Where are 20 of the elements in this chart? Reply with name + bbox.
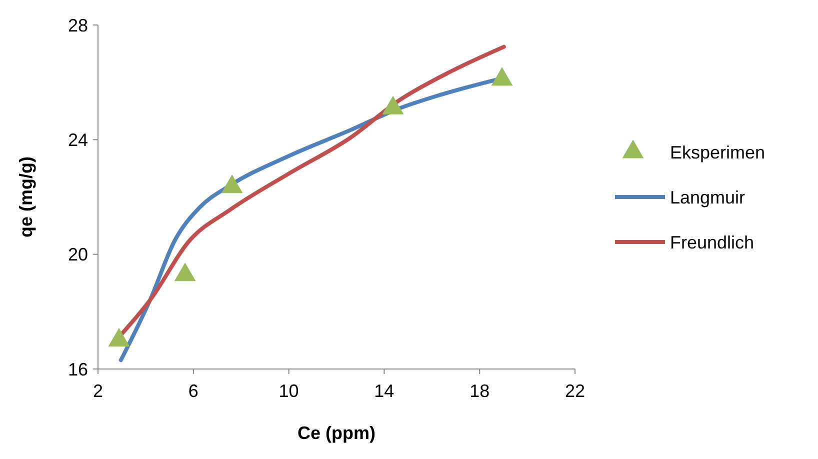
point — [491, 67, 513, 86]
point — [221, 174, 243, 194]
point — [382, 96, 404, 114]
x-axis-title: Ce (ppm) — [298, 423, 376, 443]
y-tick-label: 24 — [68, 130, 88, 150]
legend-label: Freundlich — [670, 232, 754, 252]
y-tick-label: 28 — [68, 15, 88, 36]
point — [108, 328, 130, 347]
x-tick-label: 2 — [92, 381, 104, 401]
y-axis-title: qe (mg/g) — [16, 156, 36, 238]
x-tick-label: 14 — [374, 381, 394, 401]
legend-label: Langmuir — [670, 187, 746, 208]
legend-label: Eksperimen — [670, 142, 766, 162]
y-tick-label: 16 — [68, 359, 88, 380]
x-tick-label: 6 — [188, 381, 198, 401]
x-tick-label: 22 — [564, 381, 586, 401]
y-tick-label: 20 — [68, 244, 88, 265]
x-tick-label: 10 — [278, 381, 299, 401]
point — [174, 262, 196, 282]
x-tick-label: 18 — [470, 381, 490, 401]
